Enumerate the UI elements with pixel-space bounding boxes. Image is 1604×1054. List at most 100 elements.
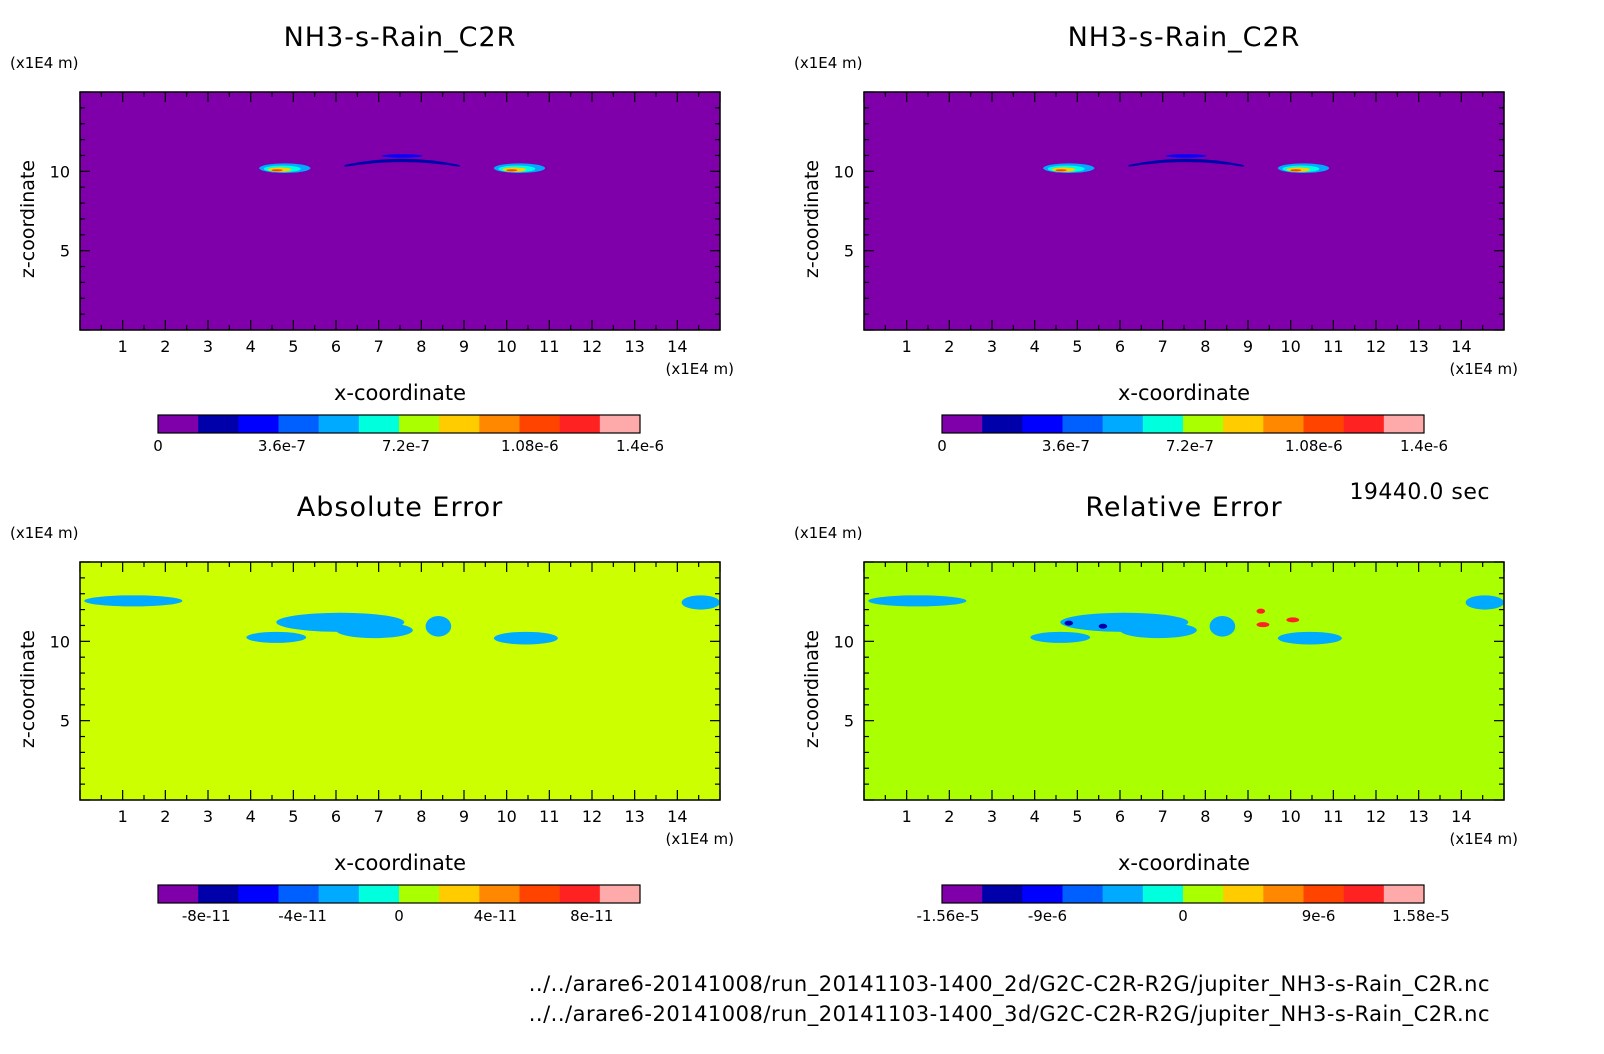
x-tick-label: 2 <box>160 807 170 826</box>
x-tick-label: 8 <box>1200 337 1210 356</box>
y-unit-label: (x1E4 m) <box>794 54 863 72</box>
colorbar-label: -4e-11 <box>278 907 327 925</box>
colorbar-label: 0 <box>153 437 163 455</box>
y-tick-label: 5 <box>844 712 854 731</box>
contour-blob-5 <box>493 631 558 645</box>
colorbar-swatch <box>1303 885 1344 903</box>
x-tick-label: 11 <box>539 807 559 826</box>
x-tick-label: 5 <box>1072 337 1082 356</box>
y-tick-label: 5 <box>60 712 70 731</box>
colorbar-swatch <box>942 415 983 433</box>
colorbar-swatch <box>358 885 400 903</box>
y-unit-label: (x1E4 m) <box>10 524 79 542</box>
colorbar-swatch <box>318 415 360 433</box>
colorbar-label: 1.4e-6 <box>616 437 664 455</box>
colorbar-swatch <box>519 885 560 903</box>
contour-lens-0 <box>271 169 283 172</box>
colorbar-label: 1.08e-6 <box>1285 437 1343 455</box>
x-tick-label: 9 <box>459 807 469 826</box>
colorbar-frame <box>941 884 1425 904</box>
colorbar-swatch <box>1383 885 1425 903</box>
x-tick-label: 5 <box>1072 807 1082 826</box>
colorbar-label: 3.6e-7 <box>1042 437 1090 455</box>
x-tick-label: 13 <box>624 337 644 356</box>
colorbar-label: -1.56e-5 <box>917 907 980 925</box>
x-tick-label: 3 <box>987 807 997 826</box>
x-tick-label: 12 <box>582 337 602 356</box>
file-path-1: ../../arare6-20141008/run_20141103-1400_… <box>528 972 1490 996</box>
colorbar-swatch <box>479 415 520 433</box>
colorbar-swatch <box>1102 415 1144 433</box>
y-axis-label: z-coordinate <box>17 160 39 278</box>
time-label: 19440.0 sec <box>1349 480 1490 505</box>
x-tick-label: 7 <box>374 337 384 356</box>
colorbar-swatch <box>198 415 239 433</box>
x-tick-label: 1 <box>902 807 912 826</box>
colorbar-swatch <box>1223 415 1264 433</box>
colorbar-swatch <box>278 885 319 903</box>
colorbar-swatch <box>158 885 199 903</box>
colorbar-swatch <box>519 415 560 433</box>
x-tick-label: 14 <box>667 337 687 356</box>
colorbar-label: 0 <box>937 437 947 455</box>
x-tick-label: 1 <box>902 337 912 356</box>
x-tick-label: 7 <box>1158 337 1168 356</box>
y-tick-label: 10 <box>834 162 854 181</box>
x-tick-label: 1 <box>118 807 128 826</box>
x-tick-label: 8 <box>1200 807 1210 826</box>
y-axis-label: z-coordinate <box>801 160 823 278</box>
x-tick-label: 4 <box>246 337 256 356</box>
x-tick-label: 3 <box>203 337 213 356</box>
y-unit-label: (x1E4 m) <box>10 54 79 72</box>
x-tick-label: 3 <box>203 807 213 826</box>
x-tick-label: 11 <box>1323 337 1343 356</box>
x-tick-label: 12 <box>1366 337 1386 356</box>
colorbar-swatch <box>318 885 360 903</box>
colorbar-label: 1.4e-6 <box>1400 437 1448 455</box>
colorbar-label: 7.2e-7 <box>382 437 430 455</box>
colorbar-label: 0 <box>1178 907 1188 925</box>
colorbar-label: 8e-11 <box>570 907 613 925</box>
x-tick-label: 7 <box>1158 807 1168 826</box>
colorbar-swatch <box>1303 415 1344 433</box>
x-tick-label: 6 <box>1115 337 1125 356</box>
x-tick-label: 4 <box>246 807 256 826</box>
y-tick-label: 5 <box>60 242 70 261</box>
colorbar-swatch <box>1263 415 1304 433</box>
x-tick-label: 9 <box>1243 807 1253 826</box>
x-axis-label: x-coordinate <box>334 851 466 875</box>
x-tick-label: 12 <box>582 807 602 826</box>
x-axis-label: x-coordinate <box>1118 851 1250 875</box>
colorbar-label: 4e-11 <box>474 907 517 925</box>
colorbar-swatch <box>439 885 480 903</box>
x-tick-label: 2 <box>160 337 170 356</box>
colorbar-swatch <box>559 885 601 903</box>
chart-title: Absolute Error <box>297 492 503 523</box>
contour-blob-1 <box>1030 631 1091 643</box>
x-tick-label: 2 <box>944 337 954 356</box>
colorbar-swatch <box>158 415 199 433</box>
contour-band-core-1 <box>381 154 423 158</box>
x-tick-label: 13 <box>624 807 644 826</box>
contour-blob-3 <box>1120 622 1197 639</box>
y-axis-label: z-coordinate <box>17 630 39 748</box>
colorbar-frame <box>157 884 641 904</box>
x-tick-label: 14 <box>667 807 687 826</box>
x-tick-label: 9 <box>1243 337 1253 356</box>
y-tick-label: 5 <box>844 242 854 261</box>
colorbar-swatch <box>559 415 601 433</box>
colorbar-swatch <box>1183 415 1224 433</box>
plot-area <box>80 562 720 800</box>
colorbar-swatch <box>1383 415 1425 433</box>
contour-dot-10 <box>1286 617 1300 623</box>
x-tick-label: 4 <box>1030 337 1040 356</box>
x-tick-label: 13 <box>1408 807 1428 826</box>
colorbar-label: 1.08e-6 <box>501 437 559 455</box>
colorbar-swatch <box>1223 885 1264 903</box>
plot-area <box>80 92 720 330</box>
contour-dot-7 <box>1064 620 1074 626</box>
colorbar-label: -9e-6 <box>1028 907 1067 925</box>
x-tick-label: 10 <box>1280 337 1300 356</box>
contour-blob-1 <box>246 631 307 643</box>
